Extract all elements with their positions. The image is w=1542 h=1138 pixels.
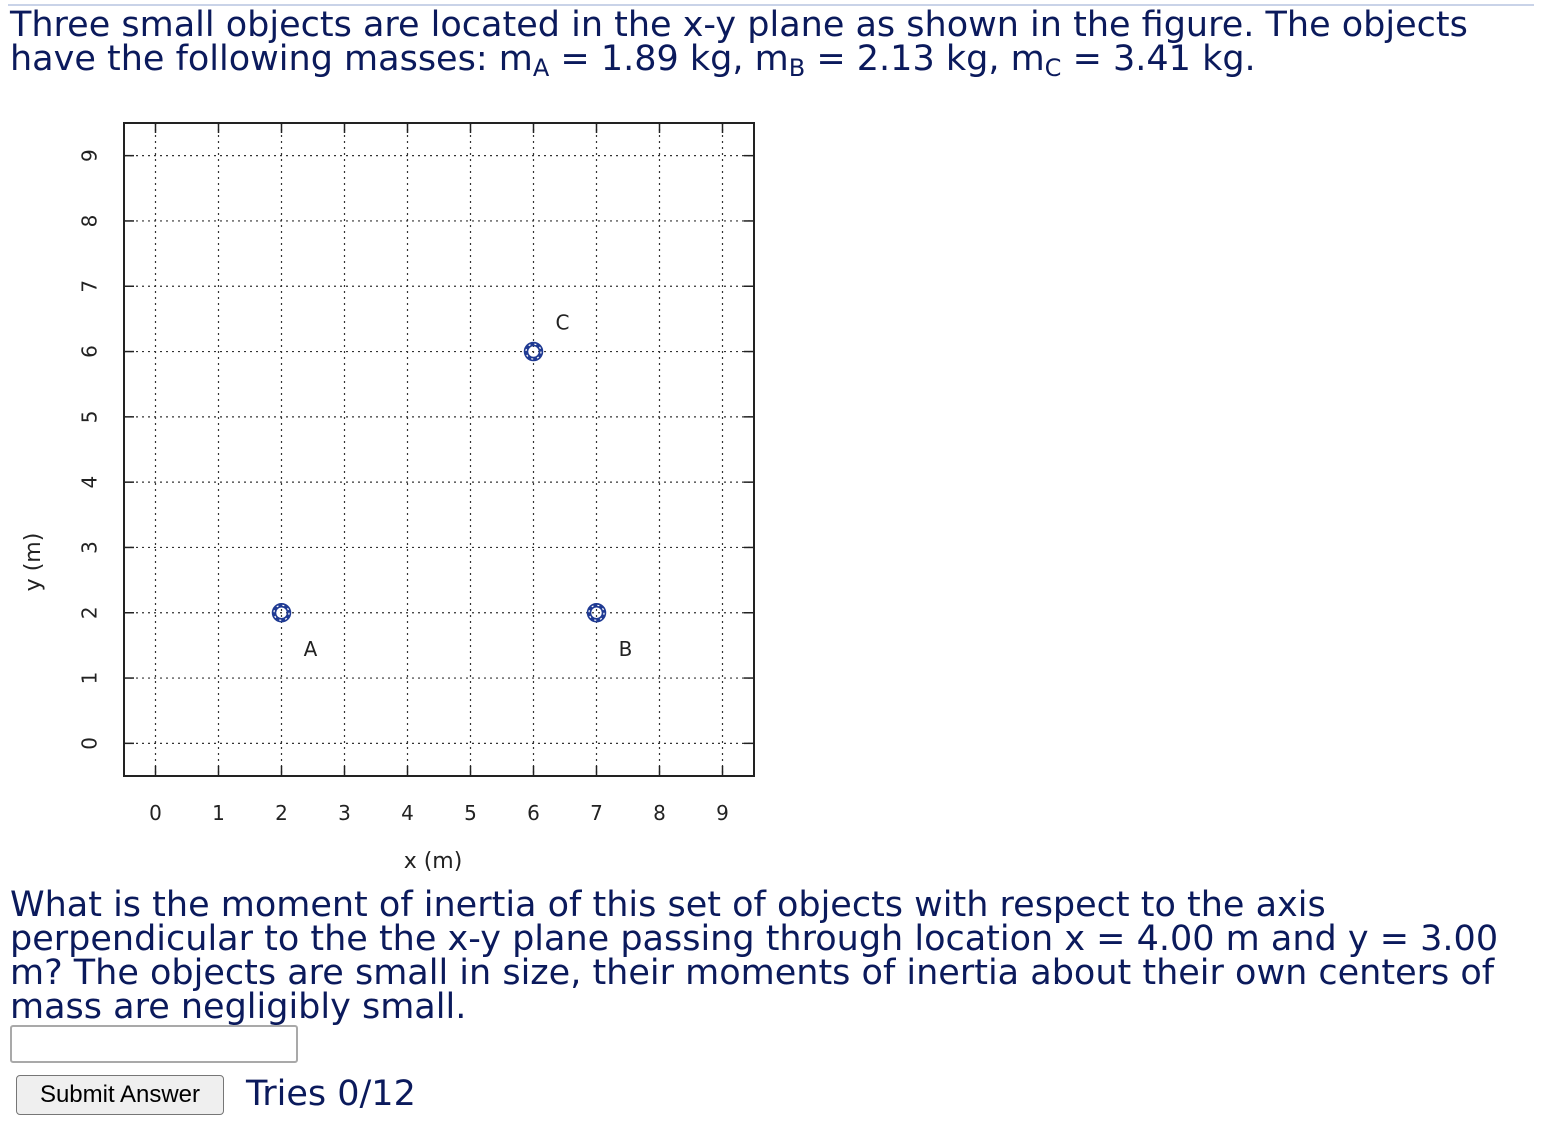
x-tick-label: 5 [464,801,477,825]
mass-c-subscript: C [1044,54,1062,82]
y-tick-label: 5 [78,410,102,423]
mass-c-value: = 3.41 kg. [1061,39,1256,79]
x-tick-label: 9 [716,801,729,825]
x-tick-label: 2 [275,801,288,825]
answer-input[interactable] [10,1025,298,1063]
tries-counter: Tries 0/12 [246,1074,416,1114]
axis-ticks: 0 1 2 3 4 5 6 7 8 9 0 1 2 3 4 5 6 7 8 9 [78,123,754,825]
intro-text: Three small objects are located in the x… [10,5,1468,79]
plot-frame [123,122,755,777]
x-tick-label: 6 [527,801,540,825]
y-tick-label: 6 [78,345,102,358]
x-axis-label: x (m) [404,849,463,874]
point-marker-highlight [588,604,605,621]
x-tick-label: 0 [149,801,162,825]
x-tick-label: 7 [590,801,603,825]
point-marker-highlight [273,604,290,621]
y-tick-label: 3 [78,541,102,554]
y-tick-label: 9 [78,149,102,162]
submit-answer-button[interactable]: Submit Answer [16,1075,224,1115]
y-tick-label: 0 [78,737,102,750]
problem-intro: Three small objects are located in the x… [10,5,1530,81]
x-tick-label: 3 [338,801,351,825]
x-tick-label: 1 [212,801,225,825]
point-marker-highlight [525,343,542,360]
mass-a-value: = 1.89 kg, m [549,39,789,79]
y-tick-label: 8 [78,215,102,228]
data-points: A B C [271,311,633,661]
x-tick-label: 8 [653,801,666,825]
point-marker [586,603,607,623]
top-divider [8,4,1534,6]
y-tick-label: 7 [78,280,102,293]
data-point-c: C [523,311,570,362]
mass-b-subscript: B [788,54,806,82]
x-tick-label: 4 [401,801,414,825]
y-tick-label: 2 [78,606,102,619]
question-text: What is the moment of inertia of this se… [10,885,1499,1027]
y-tick-label: 4 [78,476,102,489]
mass-a-subscript: A [532,54,550,82]
point-label: B [619,637,633,661]
point-label: A [304,637,318,661]
y-axis-label: y (m) [21,533,46,592]
data-point-b: B [586,603,633,661]
mass-b-value: = 2.13 kg, m [805,39,1045,79]
xy-plane-figure: 0 1 2 3 4 5 6 7 8 9 0 1 2 3 4 5 6 7 8 9 A B C x (m) y (m) [21,122,755,874]
point-label: C [556,311,570,335]
grid-lines [124,123,754,776]
y-tick-label: 1 [78,672,102,685]
data-point-a: A [271,603,318,661]
